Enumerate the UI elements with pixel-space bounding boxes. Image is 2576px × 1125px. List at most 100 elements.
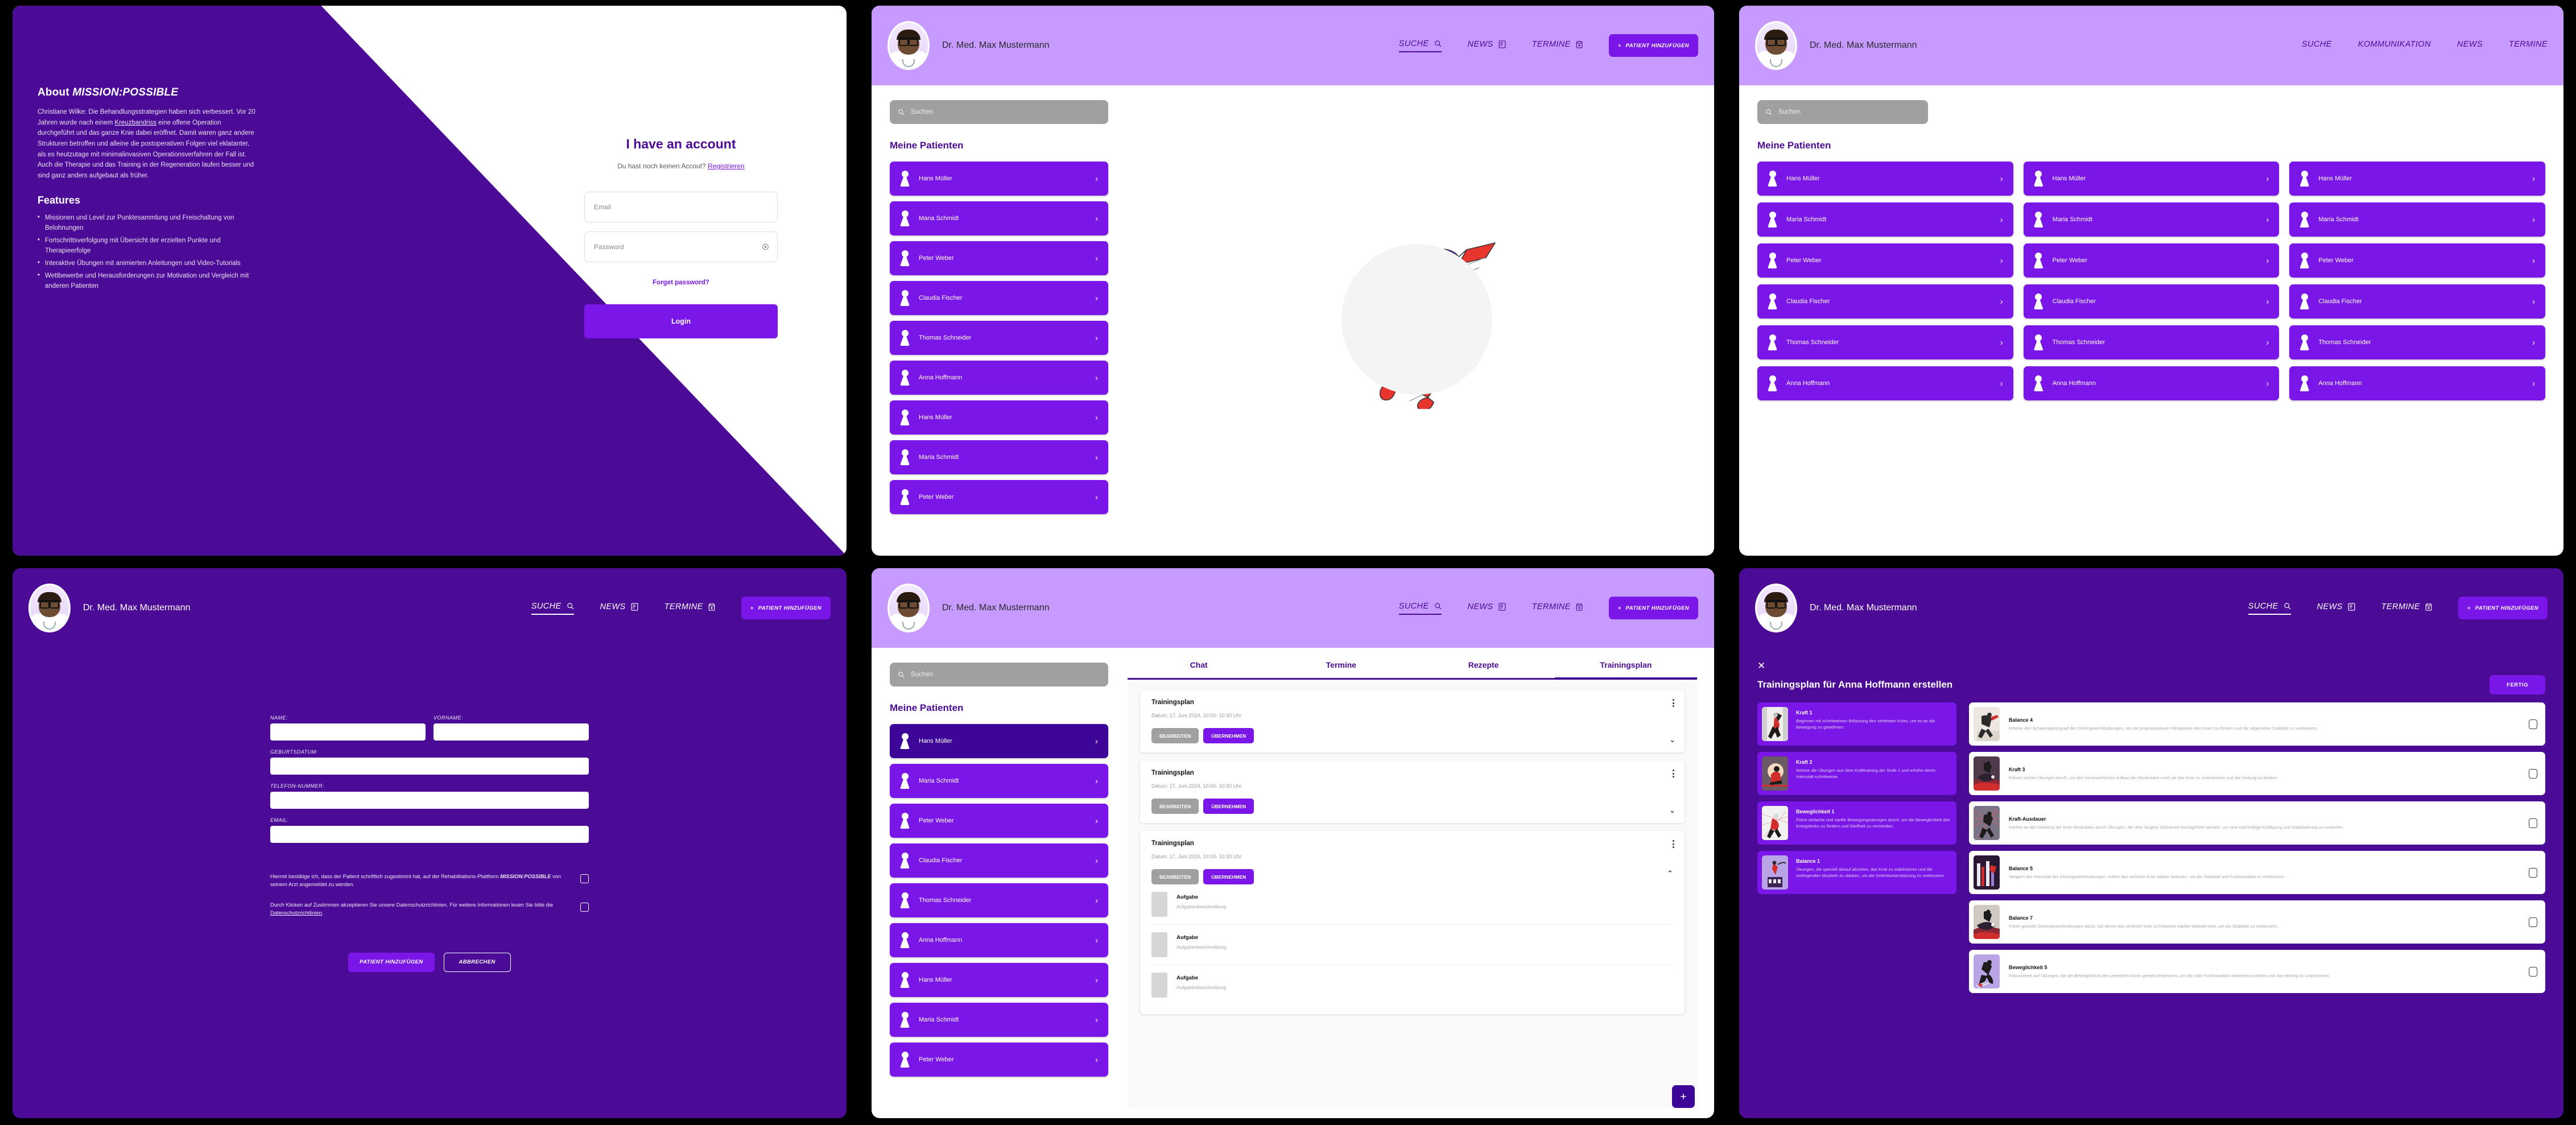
list-item[interactable]: Hans Müller › [890, 162, 1108, 196]
list-item[interactable]: Claudia Fischer › [890, 281, 1108, 315]
list-item[interactable]: Anna Hoffmann › [890, 361, 1108, 395]
geburtsdatum-field[interactable] [270, 758, 589, 775]
nav-suche[interactable]: SUCHE [1398, 39, 1442, 52]
grid-item[interactable]: Maria Schmidt › [2023, 202, 2280, 237]
edit-button[interactable]: BEARBEITEN [1151, 869, 1199, 884]
grid-item[interactable]: Hans Müller › [2289, 162, 2545, 196]
nav-termine[interactable]: TERMINE [1532, 602, 1583, 614]
login-button[interactable]: Login [584, 304, 778, 338]
close-icon[interactable]: ✕ [1757, 660, 1766, 671]
add-patient-button[interactable]: + PATIENT HINZUFÜGEN [2458, 597, 2548, 619]
list-item[interactable]: Hans Müller › [890, 963, 1108, 997]
exercise-checkbox[interactable] [2529, 719, 2537, 729]
vorname-field[interactable] [434, 723, 589, 741]
available-exercise-item[interactable]: Kraft 3 Führen leichte Übungen durch, um… [1969, 752, 2545, 795]
privacy-policy-link[interactable]: Datenschutzrichtlinien [270, 909, 322, 916]
nav-kommunikation[interactable]: KOMMUNIKATION [2358, 40, 2431, 52]
add-patient-button[interactable]: + PATIENT HINZUFÜGEN [1608, 34, 1698, 57]
search-input[interactable]: Suchen [1757, 100, 1928, 124]
done-button[interactable]: FERTIG [2490, 675, 2545, 694]
nav-news[interactable]: NEWS [600, 602, 638, 614]
consent-checkbox-1[interactable] [580, 874, 589, 883]
edit-button[interactable]: BEARBEITEN [1151, 728, 1199, 743]
nav-suche[interactable]: SUCHE [1398, 602, 1442, 615]
grid-item[interactable]: Claudia Fischer › [2289, 284, 2545, 319]
email-field[interactable] [270, 826, 589, 843]
grid-item[interactable]: Anna Hoffmann › [2289, 366, 2545, 400]
nav-news[interactable]: NEWS [1468, 40, 1506, 52]
list-item[interactable]: Claudia Fischer › [890, 843, 1108, 878]
grid-item[interactable]: Maria Schmidt › [1757, 202, 2013, 237]
more-options-icon[interactable] [1673, 770, 1674, 779]
nav-suche[interactable]: SUCHE [531, 602, 574, 615]
consent-checkbox-2[interactable] [580, 902, 589, 912]
selected-exercise-item[interactable]: Kraft 2 Nehme die Übungen aus dem Kraftt… [1757, 752, 1956, 795]
edit-button[interactable]: BEARBEITEN [1151, 799, 1199, 814]
selected-exercise-item[interactable]: Kraft 1 Beginnen mit schrittweisen Belas… [1757, 702, 1956, 746]
forgot-password-link[interactable]: Forget password? [653, 279, 709, 286]
add-patient-button[interactable]: + PATIENT HINZUFÜGEN [741, 597, 831, 619]
grid-item[interactable]: Peter Weber › [2289, 243, 2545, 278]
exercise-checkbox[interactable] [2529, 867, 2537, 878]
chevron-up-icon[interactable]: ⌃ [1667, 869, 1673, 878]
list-item[interactable]: Peter Weber › [890, 804, 1108, 838]
more-options-icon[interactable] [1673, 840, 1674, 850]
more-options-icon[interactable] [1673, 699, 1674, 709]
list-item[interactable]: Thomas Schneider › [890, 321, 1108, 355]
selected-exercise-item[interactable]: Beweglichkeit 1 Führe einfache und sanft… [1757, 801, 1956, 845]
search-input[interactable]: Suchen [890, 663, 1108, 686]
grid-item[interactable]: Anna Hoffmann › [1757, 366, 2013, 400]
tab-rezepte[interactable]: Rezepte [1468, 660, 1499, 669]
apply-button[interactable]: ÜBERNEHMEN [1203, 799, 1254, 814]
exercise-checkbox[interactable] [2529, 917, 2537, 927]
tab-trainingsplan[interactable]: Trainingsplan [1554, 660, 1697, 680]
cancel-button[interactable]: ABBRECHEN [443, 952, 511, 972]
chevron-down-icon[interactable]: ⌄ [1669, 806, 1675, 814]
list-item[interactable]: Peter Weber › [890, 1043, 1108, 1077]
list-item[interactable]: Anna Hoffmann › [890, 923, 1108, 957]
list-item[interactable]: Maria Schmidt › [890, 764, 1108, 798]
eye-icon[interactable] [762, 243, 769, 251]
list-item[interactable]: Peter Weber › [890, 241, 1108, 275]
nav-news[interactable]: NEWS [2317, 602, 2355, 614]
name-field[interactable] [270, 723, 426, 741]
grid-item[interactable]: Claudia Fischer › [1757, 284, 2013, 319]
tab-chat[interactable]: Chat [1190, 660, 1208, 669]
available-exercise-item[interactable]: Balance 4 Erhöhe den Schwierigkeitsgrad … [1969, 702, 2545, 746]
nav-termine[interactable]: TERMINE [2509, 40, 2548, 52]
exercise-checkbox[interactable] [2529, 966, 2537, 977]
grid-item[interactable]: Thomas Schneider › [2289, 325, 2545, 359]
register-link[interactable]: Registrieren [708, 162, 745, 170]
selected-exercise-item[interactable]: Balance 1 Übungen, die speziell darauf a… [1757, 851, 1956, 894]
available-exercise-item[interactable]: Balance 7 Führe gezielte Gleichgewichtsü… [1969, 900, 2545, 944]
grid-item[interactable]: Maria Schmidt › [2289, 202, 2545, 237]
grid-item[interactable]: Hans Müller › [2023, 162, 2280, 196]
grid-item[interactable]: Claudia Fischer › [2023, 284, 2280, 319]
list-item[interactable]: Hans Müller › [890, 400, 1108, 435]
search-input[interactable]: Suchen [890, 100, 1108, 124]
available-exercise-item[interactable]: Balance 5 Steigern der Intensität der Gl… [1969, 851, 2545, 894]
available-exercise-item[interactable]: Kraft-Ausdauer Arbeite an der Stärkung d… [1969, 801, 2545, 845]
apply-button[interactable]: ÜBERNEHMEN [1203, 869, 1254, 884]
password-field[interactable]: Password [584, 231, 778, 262]
add-plan-fab[interactable]: + [1672, 1085, 1695, 1108]
nav-news[interactable]: NEWS [1468, 602, 1506, 614]
grid-item[interactable]: Thomas Schneider › [2023, 325, 2280, 359]
exercise-checkbox[interactable] [2529, 768, 2537, 779]
list-item[interactable]: Peter Weber › [890, 480, 1108, 514]
available-exercise-item[interactable]: Beweglichkeit 5 Fokussieren auf Übungen,… [1969, 950, 2545, 993]
apply-button[interactable]: ÜBERNEHMEN [1203, 728, 1254, 743]
nav-termine[interactable]: TERMINE [1532, 40, 1583, 52]
list-item-selected[interactable]: Hans Müller › [890, 724, 1108, 758]
tab-termine[interactable]: Termine [1326, 660, 1357, 669]
telefon-field[interactable] [270, 792, 589, 809]
add-patient-button[interactable]: + PATIENT HINZUFÜGEN [1608, 597, 1698, 619]
grid-item[interactable]: Anna Hoffmann › [2023, 366, 2280, 400]
submit-button[interactable]: PATIENT HINZUFÜGEN [348, 952, 435, 972]
nav-suche[interactable]: SUCHE [2302, 40, 2332, 52]
nav-termine[interactable]: TERMINE [664, 602, 715, 614]
list-item[interactable]: Maria Schmidt › [890, 1003, 1108, 1037]
nav-termine[interactable]: TERMINE [2381, 602, 2432, 614]
exercise-checkbox[interactable] [2529, 818, 2537, 828]
list-item[interactable]: Thomas Schneider › [890, 883, 1108, 917]
